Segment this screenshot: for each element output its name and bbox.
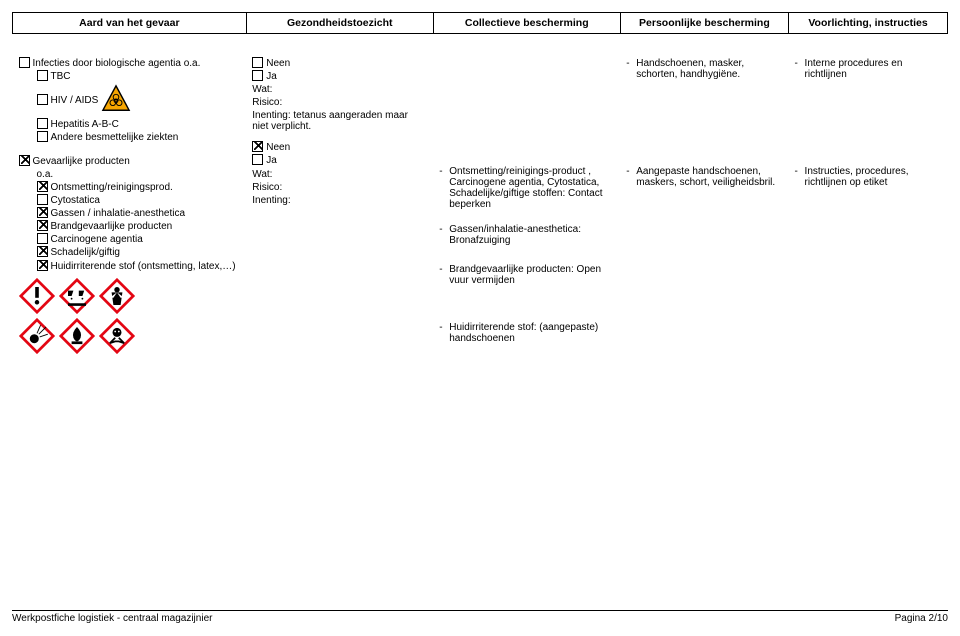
risico-label: Risico: bbox=[252, 97, 427, 108]
col-hazard: Infecties door biologische agentia o.a. … bbox=[13, 34, 247, 360]
explosive-hazard-icon bbox=[19, 318, 55, 354]
hazard-table: Aard van het gevaar Gezondheidstoezicht … bbox=[12, 12, 948, 360]
corrosive-hazard-icon bbox=[59, 278, 95, 314]
checkbox-checked-icon bbox=[252, 141, 263, 152]
col-personal: Handschoenen, masker, schorten, handhygi… bbox=[620, 34, 788, 360]
checkbox-checked-icon bbox=[37, 207, 48, 218]
personal-item: Aangepaste handschoenen, maskers, schort… bbox=[626, 166, 782, 188]
header-health: Gezondheidstoezicht bbox=[246, 13, 433, 34]
checkbox-icon bbox=[37, 94, 48, 105]
item-label: Andere besmettelijke ziekten bbox=[51, 133, 179, 144]
checkbox-checked-icon bbox=[19, 155, 30, 166]
col-instruction: Interne procedures en richtlijnen Instru… bbox=[789, 34, 948, 360]
col-collective: Ontsmetting/reinigings-product , Carcino… bbox=[433, 34, 620, 360]
personal-item: Handschoenen, masker, schorten, handhygi… bbox=[626, 58, 782, 80]
checkbox-icon bbox=[37, 233, 48, 244]
checkbox-icon bbox=[37, 131, 48, 142]
checkbox-checked-icon bbox=[37, 260, 48, 271]
item-label: Hepatitis A-B-C bbox=[51, 119, 119, 130]
footer-left: Werkpostfiche logistiek - centraal magaz… bbox=[12, 613, 212, 624]
risico-label: Risico: bbox=[252, 182, 427, 193]
neen-label: Neen bbox=[266, 142, 290, 153]
checkbox-icon bbox=[37, 194, 48, 205]
inenting-text: Inenting: bbox=[252, 195, 427, 206]
wat-label: Wat: bbox=[252, 169, 427, 180]
item-label: Carcinogene agentia bbox=[51, 234, 143, 245]
checkbox-icon bbox=[37, 70, 48, 81]
section-title: Gevaarlijke producten bbox=[33, 156, 130, 167]
header-personal: Persoonlijke bescherming bbox=[620, 13, 788, 34]
ja-label: Ja bbox=[266, 156, 277, 167]
header-instruction: Voorlichting, instructies bbox=[789, 13, 948, 34]
toxic-hazard-icon bbox=[99, 318, 135, 354]
section-title: Infecties door biologische agentia o.a. bbox=[33, 58, 201, 69]
checkbox-checked-icon bbox=[37, 181, 48, 192]
checkbox-icon bbox=[252, 154, 263, 165]
checkbox-checked-icon bbox=[37, 220, 48, 231]
ja-label: Ja bbox=[266, 71, 277, 82]
inenting-text: Inenting: tetanus aangeraden maar niet v… bbox=[252, 110, 427, 132]
checkbox-icon bbox=[252, 57, 263, 68]
checkbox-icon bbox=[19, 57, 30, 68]
subtitle: o.a. bbox=[37, 169, 54, 180]
collective-item: Ontsmetting/reinigings-product , Carcino… bbox=[439, 166, 614, 210]
item-label: HIV / AIDS bbox=[51, 95, 99, 106]
item-label: Huidirriterende stof (ontsmetting, latex… bbox=[51, 261, 236, 272]
checkbox-checked-icon bbox=[37, 246, 48, 257]
collective-item: Gassen/inhalatie-anesthetica: Bronafzuig… bbox=[439, 224, 614, 246]
item-label: Ontsmetting/reinigingsprod. bbox=[51, 182, 173, 193]
checkbox-icon bbox=[37, 118, 48, 129]
header-collective: Collectieve bescherming bbox=[433, 13, 620, 34]
page-footer: Werkpostfiche logistiek - centraal magaz… bbox=[12, 610, 948, 624]
footer-right: Pagina 2/10 bbox=[895, 613, 948, 624]
item-label: TBC bbox=[51, 71, 71, 82]
header-hazard: Aard van het gevaar bbox=[13, 13, 247, 34]
health-hazard-icon bbox=[99, 278, 135, 314]
instruction-item: Interne procedures en richtlijnen bbox=[795, 58, 942, 80]
instruction-item: Instructies, procedures, richtlijnen op … bbox=[795, 166, 942, 188]
item-label: Brandgevaarlijke producten bbox=[51, 221, 173, 232]
neen-label: Neen bbox=[266, 58, 290, 69]
item-label: Gassen / inhalatie-anesthetica bbox=[51, 208, 186, 219]
biohazard-icon bbox=[101, 84, 131, 117]
collective-item: Brandgevaarlijke producten: Open vuur ve… bbox=[439, 264, 614, 286]
item-label: Cytostatica bbox=[51, 195, 100, 206]
col-health-supervision: Neen Ja Wat: Risico: Inenting: tetanus a… bbox=[246, 34, 433, 360]
item-label: Schadelijk/giftig bbox=[51, 248, 120, 259]
hazard-pictograms bbox=[19, 278, 169, 354]
collective-item: Huidirriterende stof: (aangepaste) hands… bbox=[439, 322, 614, 344]
flammable-hazard-icon bbox=[59, 318, 95, 354]
exclamation-hazard-icon bbox=[19, 278, 55, 314]
checkbox-icon bbox=[252, 70, 263, 81]
wat-label: Wat: bbox=[252, 84, 427, 95]
